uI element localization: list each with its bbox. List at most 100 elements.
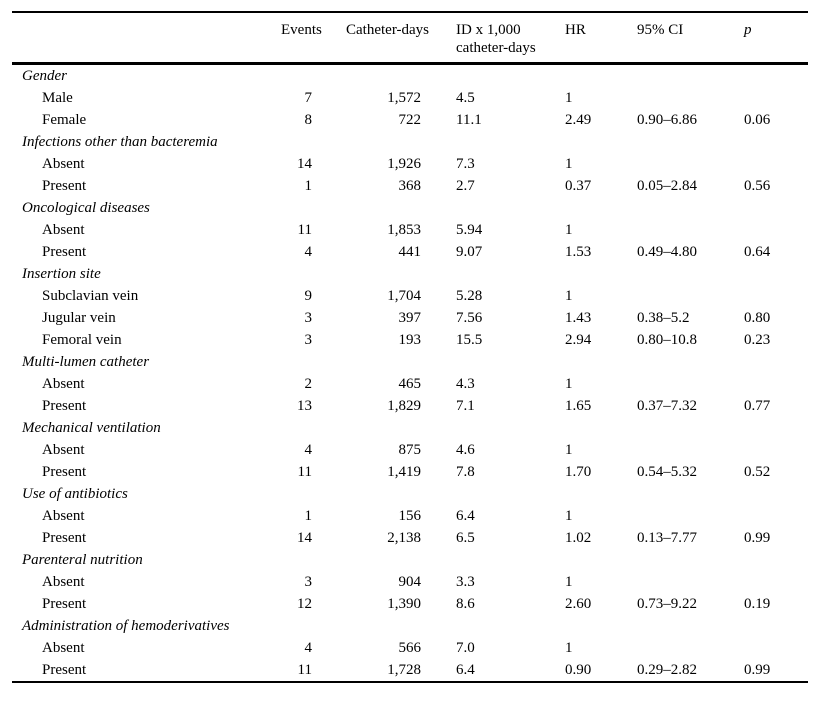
row-label: Present <box>42 398 87 414</box>
events-cell: 12 <box>297 596 312 612</box>
row-label: Female <box>42 112 87 128</box>
table-row: Present 11 1,419 7.8 1.70 0.54–5.32 0.52 <box>12 461 808 483</box>
id-rate-cell: 15.5 <box>456 332 483 348</box>
id-rate-cell: 7.8 <box>456 464 475 480</box>
header-row: Events Catheter-days ID x 1,000 catheter… <box>12 12 808 65</box>
p-cell <box>744 285 808 307</box>
table-row: Present 11 1,728 6.4 0.90 0.29–2.82 0.99 <box>12 659 808 682</box>
section-title: Gender <box>22 68 67 84</box>
ci-cell: 0.13–7.77 <box>637 530 697 546</box>
events-cell: 11 <box>297 464 312 480</box>
ci-cell <box>637 637 744 659</box>
hr-cell: 1.43 <box>565 310 592 326</box>
section-row: Administration of hemoderivatives <box>12 615 808 637</box>
ci-cell <box>637 285 744 307</box>
ci-cell: 0.49–4.80 <box>637 244 697 260</box>
section-row: Insertion site <box>12 263 808 285</box>
section-row: Infections other than bacteremia <box>12 131 808 153</box>
p-cell: 0.99 <box>744 530 771 546</box>
ci-cell <box>637 439 744 461</box>
table-row: Absent 4 566 7.0 1 <box>12 637 808 659</box>
col-header-hr: HR <box>565 12 637 65</box>
table-header: Events Catheter-days ID x 1,000 catheter… <box>12 12 808 65</box>
events-cell: 2 <box>304 376 313 392</box>
hr-cell: 1.53 <box>565 244 592 260</box>
table-row: Present 1 368 2.7 0.37 0.05–2.84 0.56 <box>12 175 808 197</box>
table-row: Jugular vein 3 397 7.56 1.43 0.38–5.2 0.80 <box>12 307 808 329</box>
table-row: Subclavian vein 9 1,704 5.28 1 <box>12 285 808 307</box>
section-row: Gender <box>12 64 808 88</box>
row-label: Present <box>42 596 87 612</box>
ci-cell: 0.38–5.2 <box>637 310 690 326</box>
catheter-days-cell: 904 <box>398 574 422 590</box>
table-row: Present 13 1,829 7.1 1.65 0.37–7.32 0.77 <box>12 395 808 417</box>
row-label: Present <box>42 464 87 480</box>
row-label: Absent <box>42 156 85 172</box>
id-rate-cell: 7.56 <box>456 310 483 326</box>
id-rate-cell: 8.6 <box>456 596 475 612</box>
hr-cell: 2.60 <box>565 596 592 612</box>
ci-cell: 0.73–9.22 <box>637 596 697 612</box>
table-row: Female 8 722 11.1 2.49 0.90–6.86 0.06 <box>12 109 808 131</box>
ci-cell <box>637 219 744 241</box>
section-row: Mechanical ventilation <box>12 417 808 439</box>
catheter-days-cell: 1,926 <box>387 156 421 172</box>
p-cell <box>744 153 808 175</box>
hr-cell: 1.02 <box>565 530 592 546</box>
row-label: Absent <box>42 640 85 656</box>
table-row: Femoral vein 3 193 15.5 2.94 0.80–10.8 0.23 <box>12 329 808 351</box>
section-title: Administration of hemoderivatives <box>22 618 230 634</box>
table-row: Absent 11 1,853 5.94 1 <box>12 219 808 241</box>
p-cell: 0.64 <box>744 244 771 260</box>
catheter-days-cell: 1,419 <box>387 464 421 480</box>
risk-factors-table: Events Catheter-days ID x 1,000 catheter… <box>12 11 808 683</box>
row-label: Present <box>42 530 87 546</box>
id-rate-cell: 6.4 <box>456 662 475 678</box>
col-header-events: Events <box>281 12 346 65</box>
table-row: Absent 3 904 3.3 1 <box>12 571 808 593</box>
table-body: Gender Male 7 1,572 4.5 1 Female 8 722 11.1 2.49 0.… <box>12 64 808 683</box>
p-cell <box>744 637 808 659</box>
table-row: Absent 2 465 4.3 1 <box>12 373 808 395</box>
hr-cell: 1 <box>565 640 573 656</box>
id-rate-cell: 3.3 <box>456 574 475 590</box>
id-rate-cell: 4.6 <box>456 442 475 458</box>
ci-cell: 0.37–7.32 <box>637 398 697 414</box>
events-cell: 11 <box>297 222 312 238</box>
p-cell <box>744 571 808 593</box>
table-row: Present 4 441 9.07 1.53 0.49–4.80 0.64 <box>12 241 808 263</box>
catheter-days-cell: 193 <box>398 332 422 348</box>
events-cell: 1 <box>304 178 313 194</box>
events-cell: 11 <box>297 662 312 678</box>
section-title: Parenteral nutrition <box>22 552 143 568</box>
p-cell <box>744 439 808 461</box>
events-cell: 7 <box>304 90 313 106</box>
col-header-p: p <box>744 12 808 65</box>
id-rate-cell: 2.7 <box>456 178 475 194</box>
section-title: Oncological diseases <box>22 200 150 216</box>
id-rate-cell: 7.1 <box>456 398 475 414</box>
row-label: Absent <box>42 574 85 590</box>
p-cell <box>744 373 808 395</box>
col-header-ci: 95% CI <box>637 12 744 65</box>
p-cell <box>744 505 808 527</box>
catheter-days-cell: 1,853 <box>387 222 421 238</box>
table-row: Present 12 1,390 8.6 2.60 0.73–9.22 0.19 <box>12 593 808 615</box>
p-cell: 0.23 <box>744 332 771 348</box>
events-cell: 1 <box>304 508 313 524</box>
events-cell: 4 <box>304 640 313 656</box>
catheter-days-cell: 566 <box>398 640 422 656</box>
col-header-id-rate-line2: catheter-days <box>456 40 536 56</box>
row-label: Absent <box>42 508 85 524</box>
hr-cell: 1 <box>565 90 573 106</box>
table-row: Present 14 2,138 6.5 1.02 0.13–7.77 0.99 <box>12 527 808 549</box>
p-cell: 0.52 <box>744 464 771 480</box>
hr-cell: 1 <box>565 156 573 172</box>
events-cell: 3 <box>304 574 313 590</box>
hr-cell: 1 <box>565 222 573 238</box>
hr-cell: 1 <box>565 442 573 458</box>
events-cell: 14 <box>297 530 312 546</box>
id-rate-cell: 6.4 <box>456 508 475 524</box>
table-row: Absent 4 875 4.6 1 <box>12 439 808 461</box>
id-rate-cell: 4.3 <box>456 376 475 392</box>
